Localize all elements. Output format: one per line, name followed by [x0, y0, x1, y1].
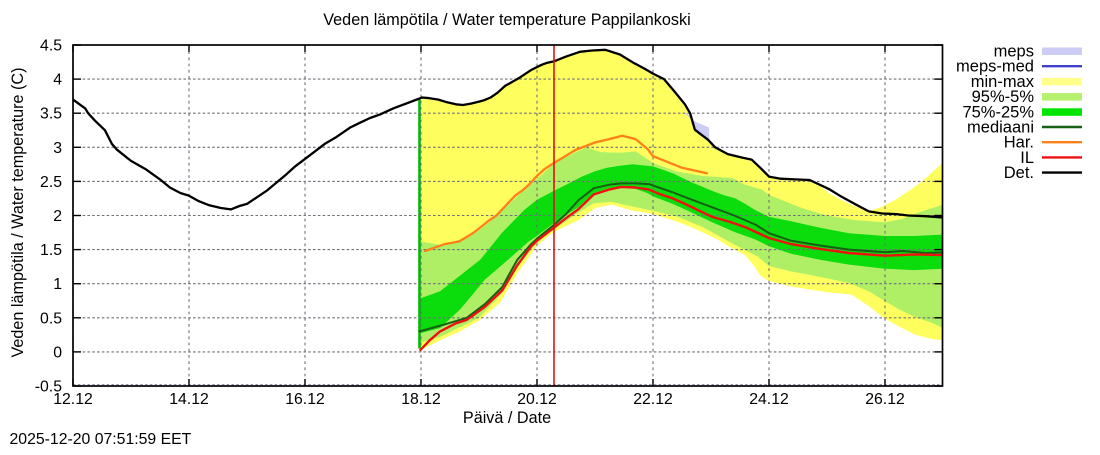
svg-text:IL: IL	[1020, 149, 1034, 167]
svg-text:18.12: 18.12	[401, 391, 441, 408]
svg-text:mediaani: mediaani	[967, 119, 1034, 137]
svg-text:meps-med: meps-med	[956, 58, 1034, 76]
svg-text:16.12: 16.12	[285, 391, 325, 408]
svg-text:Veden lämpötila / Water temper: Veden lämpötila / Water temperature (C)	[9, 68, 27, 358]
svg-text:12.12: 12.12	[53, 391, 93, 408]
svg-text:75%-25%: 75%-25%	[962, 103, 1034, 121]
svg-text:1: 1	[53, 276, 62, 293]
svg-text:Det.: Det.	[1004, 164, 1034, 182]
svg-text:3: 3	[53, 140, 62, 157]
svg-text:Har.: Har.	[1004, 134, 1034, 152]
svg-text:Päivä / Date: Päivä / Date	[463, 409, 551, 427]
svg-text:min-max: min-max	[971, 73, 1035, 91]
svg-text:14.12: 14.12	[169, 391, 209, 408]
svg-text:1.5: 1.5	[40, 242, 62, 259]
svg-text:3.5: 3.5	[40, 106, 62, 123]
svg-text:0: 0	[53, 344, 62, 361]
svg-text:22.12: 22.12	[633, 391, 673, 408]
svg-text:meps: meps	[994, 43, 1034, 61]
svg-text:20.12: 20.12	[517, 391, 557, 408]
svg-text:2.5: 2.5	[40, 174, 62, 191]
svg-text:0.5: 0.5	[40, 310, 62, 327]
svg-text:26.12: 26.12	[865, 391, 905, 408]
svg-text:24.12: 24.12	[749, 391, 789, 408]
svg-text:4.5: 4.5	[40, 38, 62, 55]
svg-text:4: 4	[53, 72, 62, 89]
svg-text:2025-12-20 07:51:59 EET: 2025-12-20 07:51:59 EET	[10, 431, 192, 448]
svg-text:95%-5%: 95%-5%	[972, 88, 1035, 106]
svg-text:Veden lämpötila / Water temper: Veden lämpötila / Water temperature Papp…	[323, 11, 690, 29]
svg-text:2: 2	[53, 208, 62, 225]
svg-text:-0.5: -0.5	[35, 379, 62, 396]
